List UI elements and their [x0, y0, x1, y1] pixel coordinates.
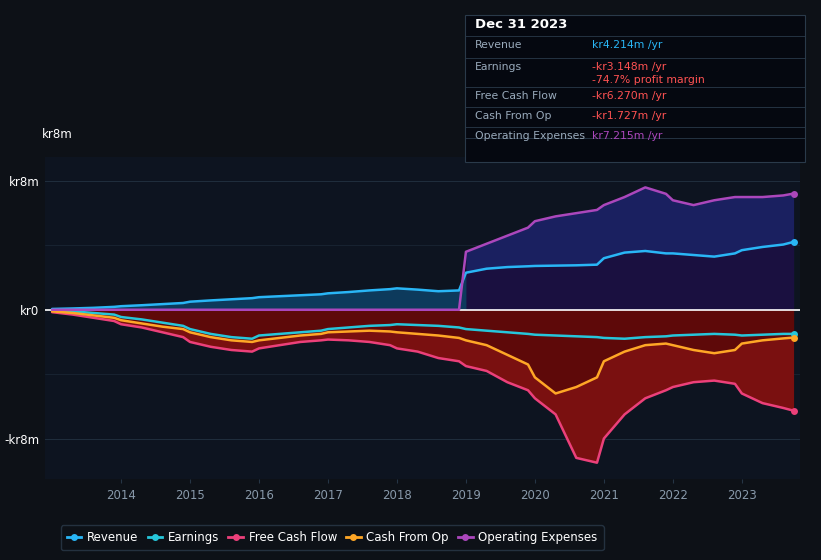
- Text: Cash From Op: Cash From Op: [475, 111, 552, 121]
- Text: Free Cash Flow: Free Cash Flow: [475, 91, 557, 101]
- Text: -kr3.148m /yr: -kr3.148m /yr: [592, 62, 667, 72]
- Text: Revenue: Revenue: [475, 40, 522, 50]
- Text: -kr6.270m /yr: -kr6.270m /yr: [592, 91, 667, 101]
- Text: Dec 31 2023: Dec 31 2023: [475, 18, 567, 31]
- Text: Earnings: Earnings: [475, 62, 522, 72]
- Text: -74.7% profit margin: -74.7% profit margin: [592, 74, 705, 85]
- Legend: Revenue, Earnings, Free Cash Flow, Cash From Op, Operating Expenses: Revenue, Earnings, Free Cash Flow, Cash …: [61, 525, 603, 550]
- Text: -kr1.727m /yr: -kr1.727m /yr: [592, 111, 667, 121]
- Text: kr4.214m /yr: kr4.214m /yr: [592, 40, 663, 50]
- Text: kr7.215m /yr: kr7.215m /yr: [592, 130, 663, 141]
- Text: kr8m: kr8m: [41, 128, 72, 141]
- Text: Operating Expenses: Operating Expenses: [475, 130, 585, 141]
